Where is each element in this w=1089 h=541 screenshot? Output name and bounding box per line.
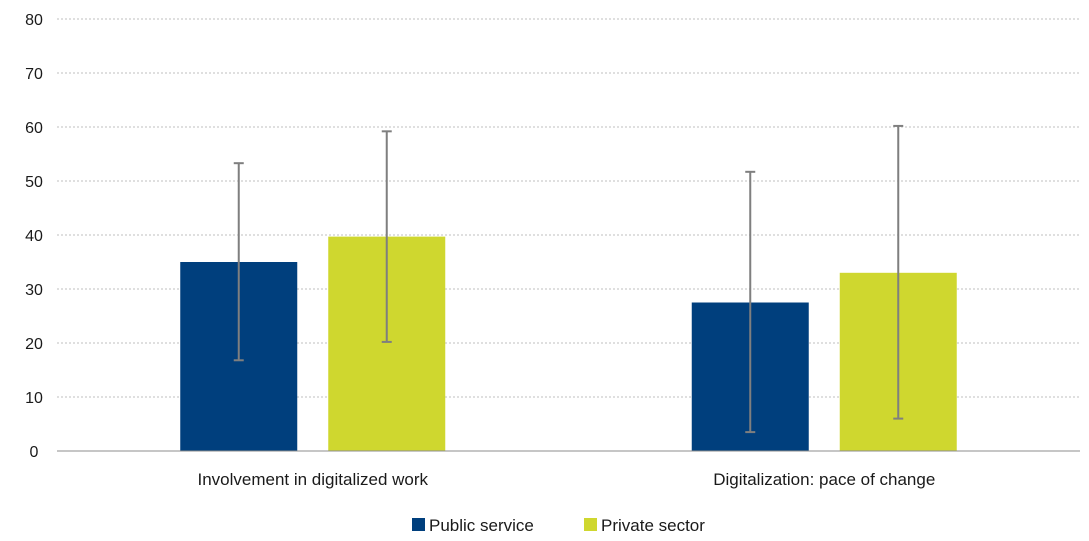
y-tick-label: 0 [30,444,39,461]
y-tick-label: 10 [25,390,43,407]
y-axis-ticks: 0 10 20 30 40 50 60 70 80 [25,12,43,461]
category-labels: Involvement in digitalized work Digitaliz… [197,470,935,489]
bars [180,236,957,451]
y-tick-label: 40 [25,228,43,245]
legend-swatch [584,518,597,531]
legend-label: Private sector [601,516,705,535]
category-label: Digitalization: pace of change [713,470,935,489]
error-bars [233,124,904,434]
y-tick-label: 50 [25,174,43,191]
legend-label: Public service [429,516,534,535]
y-tick-label: 20 [25,336,43,353]
legend: Public service Private sector [412,516,705,535]
category-label: Involvement in digitalized work [197,470,428,489]
legend-swatch [412,518,425,531]
y-tick-label: 70 [25,66,43,83]
y-tick-label: 80 [25,12,43,29]
y-tick-label: 60 [25,120,43,137]
y-tick-label: 30 [25,282,43,299]
